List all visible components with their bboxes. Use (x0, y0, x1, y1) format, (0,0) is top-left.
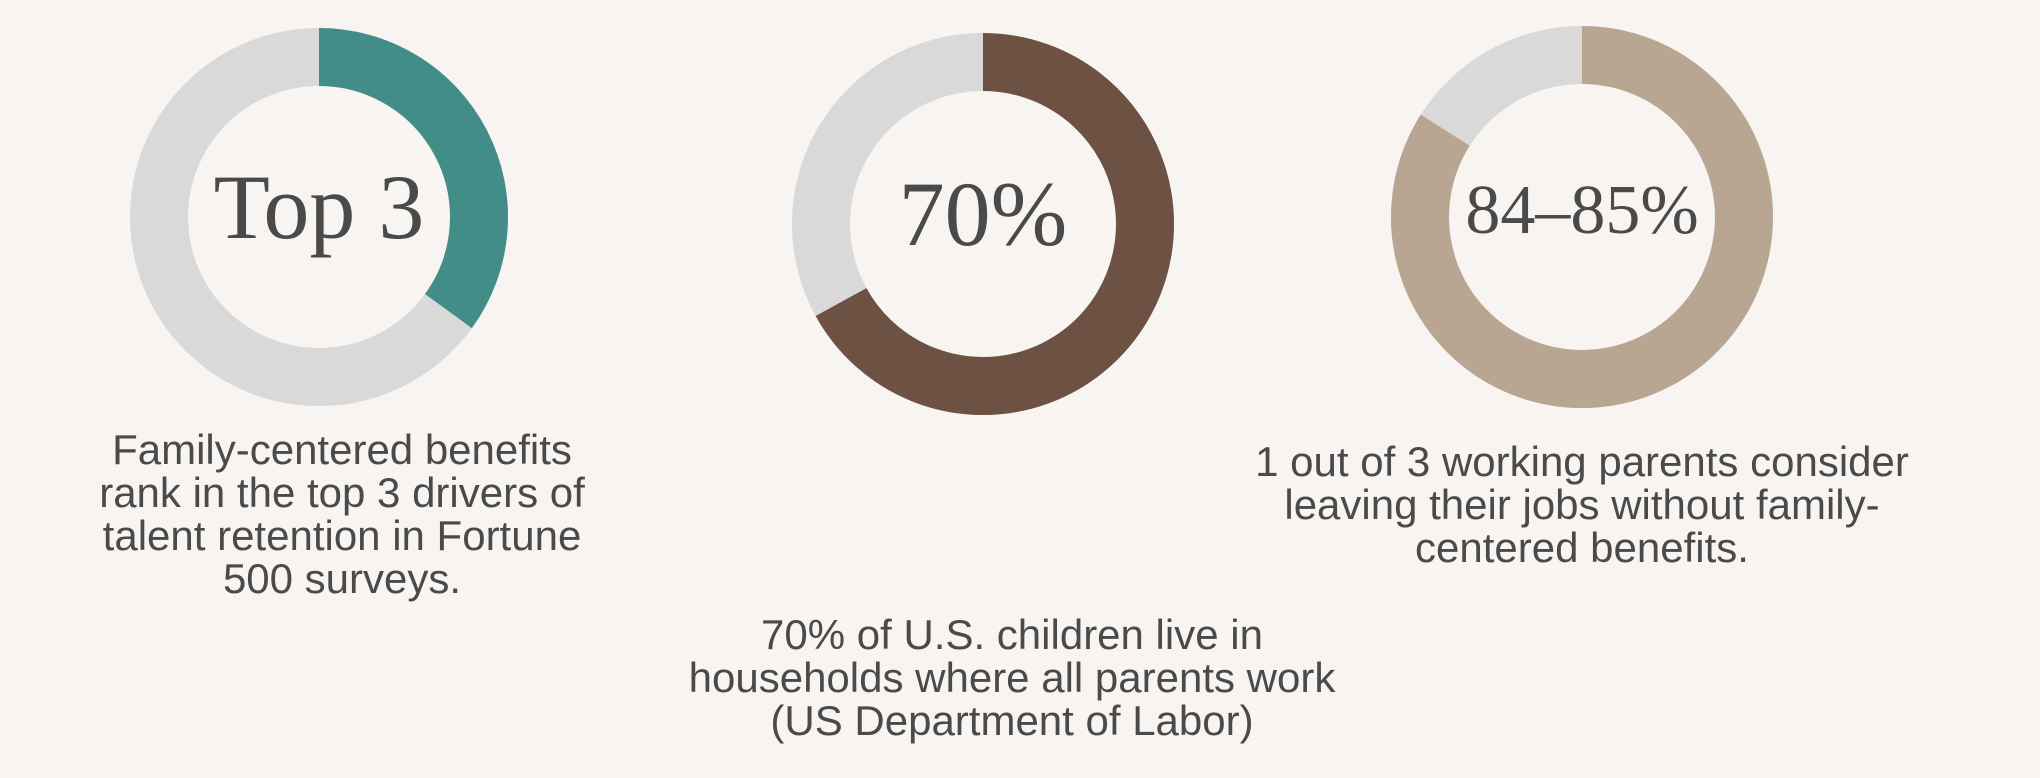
donut-arc (318, 28, 508, 329)
caption-line: Family-centered benefits (112, 426, 572, 473)
caption-line: rank in the top 3 drivers of (99, 469, 585, 516)
caption-line: 1 out of 3 working parents consider (1255, 438, 1909, 485)
caption-line: centered benefits. (1415, 524, 1749, 571)
caption-line: leaving their jobs without family- (1284, 481, 1879, 528)
caption-line: (US Department of Labor) (770, 697, 1253, 744)
caption-line: 70% of U.S. children live in (761, 611, 1263, 658)
donut-arc (815, 33, 1174, 415)
center-label: Top 3 (214, 156, 425, 258)
caption-line: households where all parents work (689, 654, 1337, 701)
caption-line: talent retention in Fortune (103, 512, 582, 559)
center-label: 70% (899, 163, 1068, 265)
caption-line: 500 surveys. (223, 555, 461, 602)
center-label: 84–85% (1465, 172, 1698, 249)
donut-arc (1391, 26, 1773, 408)
